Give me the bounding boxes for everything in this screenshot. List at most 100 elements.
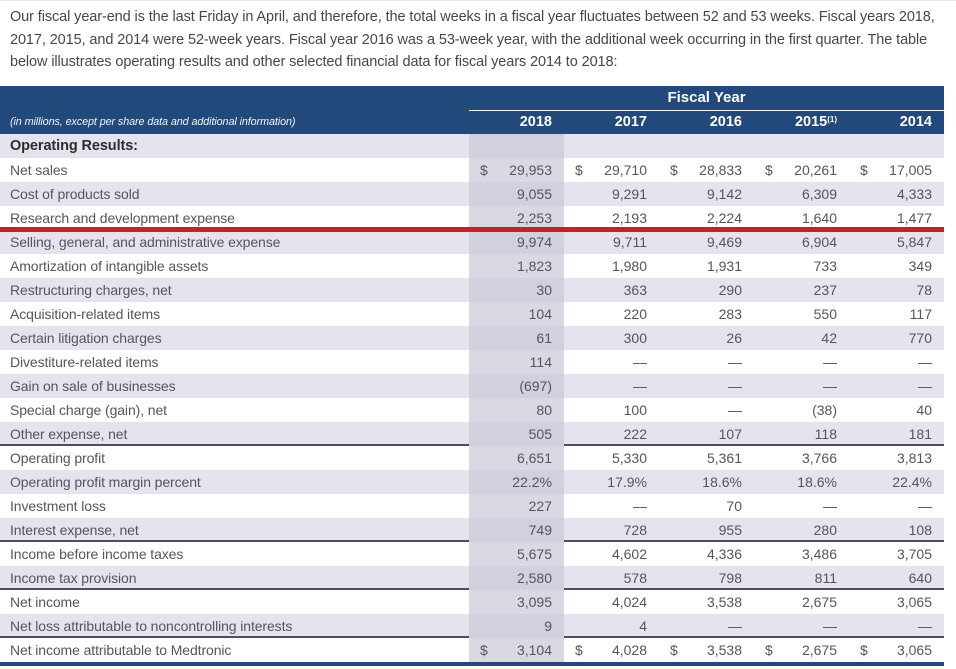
dollar-sign: $ (575, 641, 583, 658)
cell-value: 550 (813, 305, 837, 322)
cell-value: 3,813 (896, 449, 932, 466)
cell-value: 22.2% (512, 473, 552, 490)
cell-value: 22.4% (892, 473, 932, 490)
cell-2018: (697) (469, 373, 564, 398)
cell-2017: 9,711 (564, 230, 659, 254)
financial-table: Fiscal Year (in millions, except per sha… (0, 85, 944, 666)
cell-value: 1,980 (611, 257, 647, 274)
table-row: Restructuring charges, net 30 363 290 237 78 (0, 277, 944, 302)
cell-2015: — (754, 374, 849, 398)
year-column-headers: 2018 2017 2016 2015(1) 2014 (469, 114, 944, 130)
cell-2016: 3,538 (659, 590, 754, 614)
cell-2015: 1,640 (754, 206, 849, 230)
cell-2015: — (754, 494, 849, 518)
table-row: Cost of products sold 9,055 9,291 9,142 6,30… (0, 181, 944, 206)
cell-2017: 2,193 (564, 206, 659, 230)
cell-value: 9,142 (706, 185, 742, 202)
cell-2017: $4,028 (564, 638, 659, 662)
cell-2014: $3,065 (849, 638, 944, 662)
cell-2015: 6,309 (754, 182, 849, 206)
cell-value: — (728, 401, 742, 418)
cell-2014: 108 (849, 518, 944, 542)
table-row: Gain on sale of businesses (697) — — — — (0, 373, 944, 398)
table-row: Amortization of intangible assets 1,823 1,… (0, 253, 944, 278)
cell-value: 300 (623, 329, 647, 346)
cell-2017: 222 (564, 422, 659, 446)
cell-2017: 4 (564, 614, 659, 638)
cell-value: 29,710 (604, 161, 647, 178)
cell-value: 61 (536, 329, 552, 346)
cell-value: 283 (718, 305, 742, 322)
cell-value: 3,538 (706, 593, 742, 610)
row-label: Certain litigation charges (10, 329, 162, 346)
cell-value: 349 (908, 257, 932, 274)
cell-2017: 300 (564, 326, 659, 350)
cell-2014: 3,705 (849, 542, 944, 566)
table-header: Fiscal Year (in millions, except per sha… (0, 85, 944, 134)
cell-value: 1,477 (896, 209, 932, 226)
cell-2016: 283 (659, 302, 754, 326)
cell-2017: 363 (564, 278, 659, 302)
cell-value: 1,640 (801, 209, 837, 226)
fiscal-year-label: Fiscal Year (667, 89, 746, 106)
highlight-underline (0, 226, 944, 232)
cell-2017: 5,330 (564, 446, 659, 470)
cell-value: 4,602 (611, 545, 647, 562)
cell-2018: 9,974 (469, 229, 564, 254)
fiscal-year-group-header: Fiscal Year (469, 86, 944, 111)
cell-value: 237 (813, 281, 837, 298)
cell-2015: 733 (754, 254, 849, 278)
cell-2016: 798 (659, 566, 754, 590)
cell-value: 220 (623, 305, 647, 322)
cell-value: 1,931 (706, 257, 742, 274)
cell-2014 (849, 134, 944, 158)
cell-value: 2,193 (611, 209, 647, 226)
cell-value: 3,095 (516, 593, 552, 610)
cell-2016: — (659, 350, 754, 374)
cell-2016: — (659, 614, 754, 638)
column-header-label: 2015 (794, 114, 828, 130)
cell-2015: 550 (754, 302, 849, 326)
cell-value: 733 (813, 257, 837, 274)
cell-value: 9,469 (706, 233, 742, 250)
cell-value: 26 (726, 329, 742, 346)
cell-2014: — (849, 494, 944, 518)
table-row: Selling, general, and administrative exp… (0, 229, 944, 254)
cell-2015: 6,904 (754, 230, 849, 254)
cell-2018: $3,104 (469, 637, 564, 662)
cell-value: 6,904 (801, 233, 837, 250)
cell-value: 108 (908, 521, 932, 538)
cell-2014: 349 (849, 254, 944, 278)
table-row: Income tax provision 2,580 578 798 811 640 (0, 565, 944, 590)
table-row: Divestiture-related items 114 — — — — (0, 349, 944, 374)
cell-value: — (918, 617, 932, 634)
cell-2014: 3,813 (849, 446, 944, 470)
dollar-sign: $ (480, 641, 488, 658)
row-label: Divestiture-related items (10, 353, 159, 370)
cell-value: 363 (623, 281, 647, 298)
dollar-sign: $ (670, 161, 678, 178)
dollar-sign: $ (670, 641, 678, 658)
cell-2016: 955 (659, 518, 754, 542)
cell-2016: 1,931 (659, 254, 754, 278)
row-label: Interest expense, net (10, 521, 139, 538)
dollar-sign: $ (480, 161, 488, 178)
cell-2018: $29,953 (469, 157, 564, 182)
cell-2018: 30 (469, 277, 564, 302)
cell-2016: — (659, 398, 754, 422)
row-label: Net income attributable to Medtronic (10, 641, 232, 658)
cell-value: (697) (519, 377, 552, 394)
cell-2016: 26 (659, 326, 754, 350)
row-label: Other expense, net (10, 425, 128, 442)
cell-2016: 4,336 (659, 542, 754, 566)
table-row: Income before income taxes 5,675 4,602 4,33… (0, 541, 944, 566)
cell-value: 4,333 (896, 185, 932, 202)
table-row: Other expense, net 505 222 107 118 181 (0, 421, 944, 446)
cell-2018: 6,651 (469, 445, 564, 470)
cell-value: 30 (536, 281, 552, 298)
cell-2014: 78 (849, 278, 944, 302)
cell-value: — (633, 353, 647, 370)
cell-2017: 9,291 (564, 182, 659, 206)
dollar-sign: $ (765, 161, 773, 178)
cell-value: 17,005 (889, 161, 932, 178)
